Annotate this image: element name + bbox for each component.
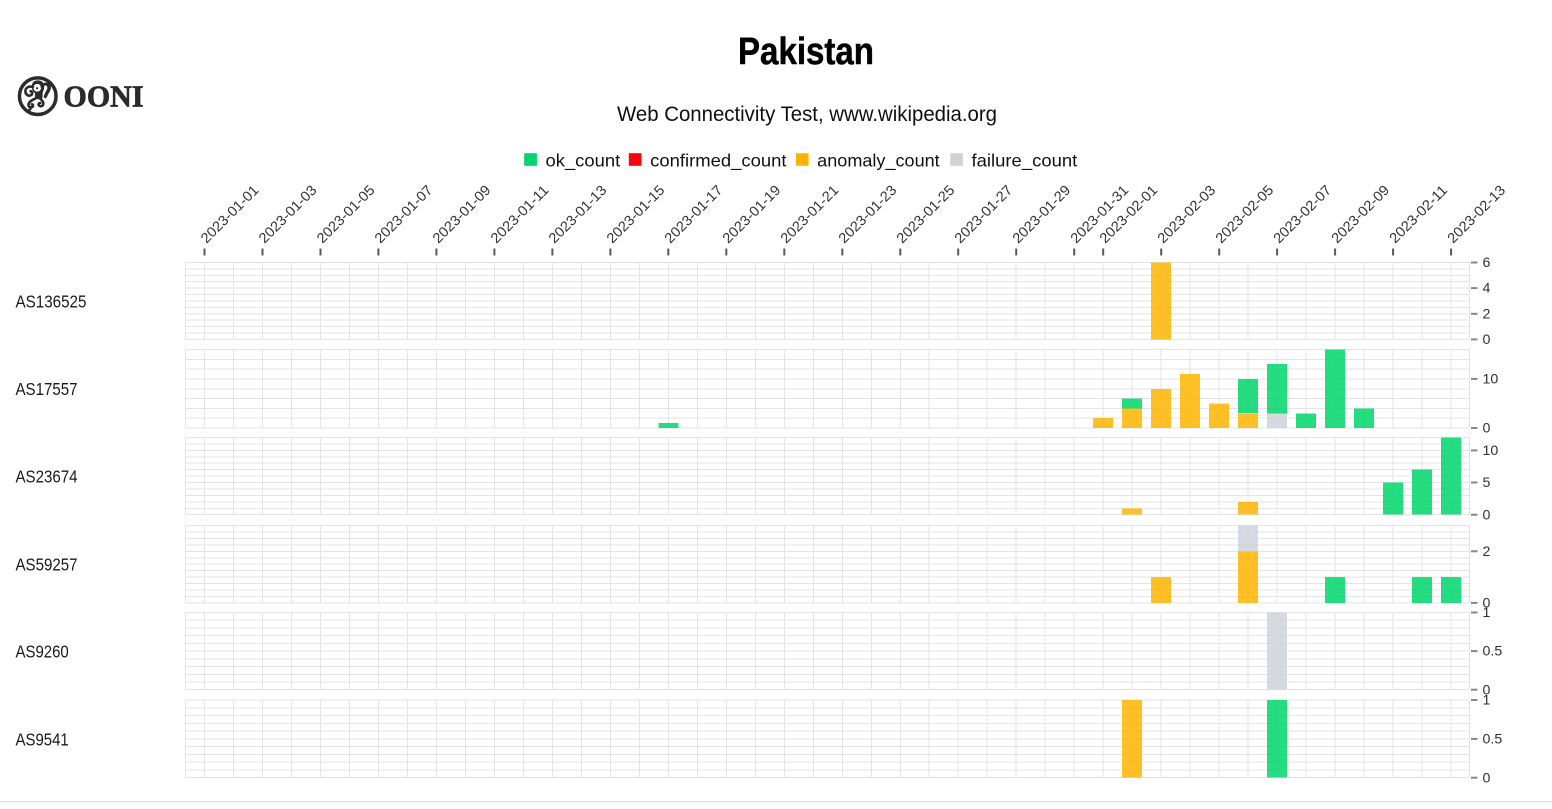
svg-text:1: 1	[1483, 605, 1491, 621]
svg-text:0.5: 0.5	[1483, 732, 1503, 748]
svg-text:0: 0	[1483, 770, 1491, 786]
svg-text:Web Connectivity Test, www.wik: Web Connectivity Test, www.wikipedia.org	[617, 102, 997, 126]
svg-text:failure_count: failure_count	[972, 151, 1078, 171]
svg-text:AS23674: AS23674	[16, 467, 78, 487]
svg-text:ok_count: ok_count	[546, 151, 621, 171]
svg-text:0: 0	[1483, 332, 1491, 348]
svg-text:4: 4	[1483, 281, 1491, 297]
svg-text:0: 0	[1483, 682, 1491, 698]
svg-text:0.5: 0.5	[1483, 644, 1503, 660]
svg-text:0: 0	[1483, 507, 1491, 523]
svg-text:6: 6	[1483, 255, 1491, 271]
svg-text:0: 0	[1483, 596, 1491, 612]
svg-text:5: 5	[1483, 475, 1491, 491]
svg-text:anomaly_count: anomaly_count	[817, 151, 940, 171]
svg-text:0: 0	[1483, 421, 1491, 437]
svg-text:AS9541: AS9541	[16, 729, 69, 749]
svg-text:AS9260: AS9260	[16, 642, 69, 662]
svg-text:2: 2	[1483, 306, 1491, 322]
svg-text:10: 10	[1483, 372, 1499, 388]
svg-text:AS17557: AS17557	[16, 379, 78, 399]
svg-text:Pakistan: Pakistan	[738, 31, 874, 73]
svg-text:OONI: OONI	[64, 78, 144, 113]
svg-text:10: 10	[1483, 443, 1499, 459]
svg-text:1: 1	[1483, 693, 1491, 709]
svg-text:2: 2	[1483, 544, 1491, 560]
svg-text:confirmed_count: confirmed_count	[650, 151, 787, 171]
svg-text:AS59257: AS59257	[16, 555, 78, 575]
svg-text:AS136525: AS136525	[16, 291, 87, 311]
